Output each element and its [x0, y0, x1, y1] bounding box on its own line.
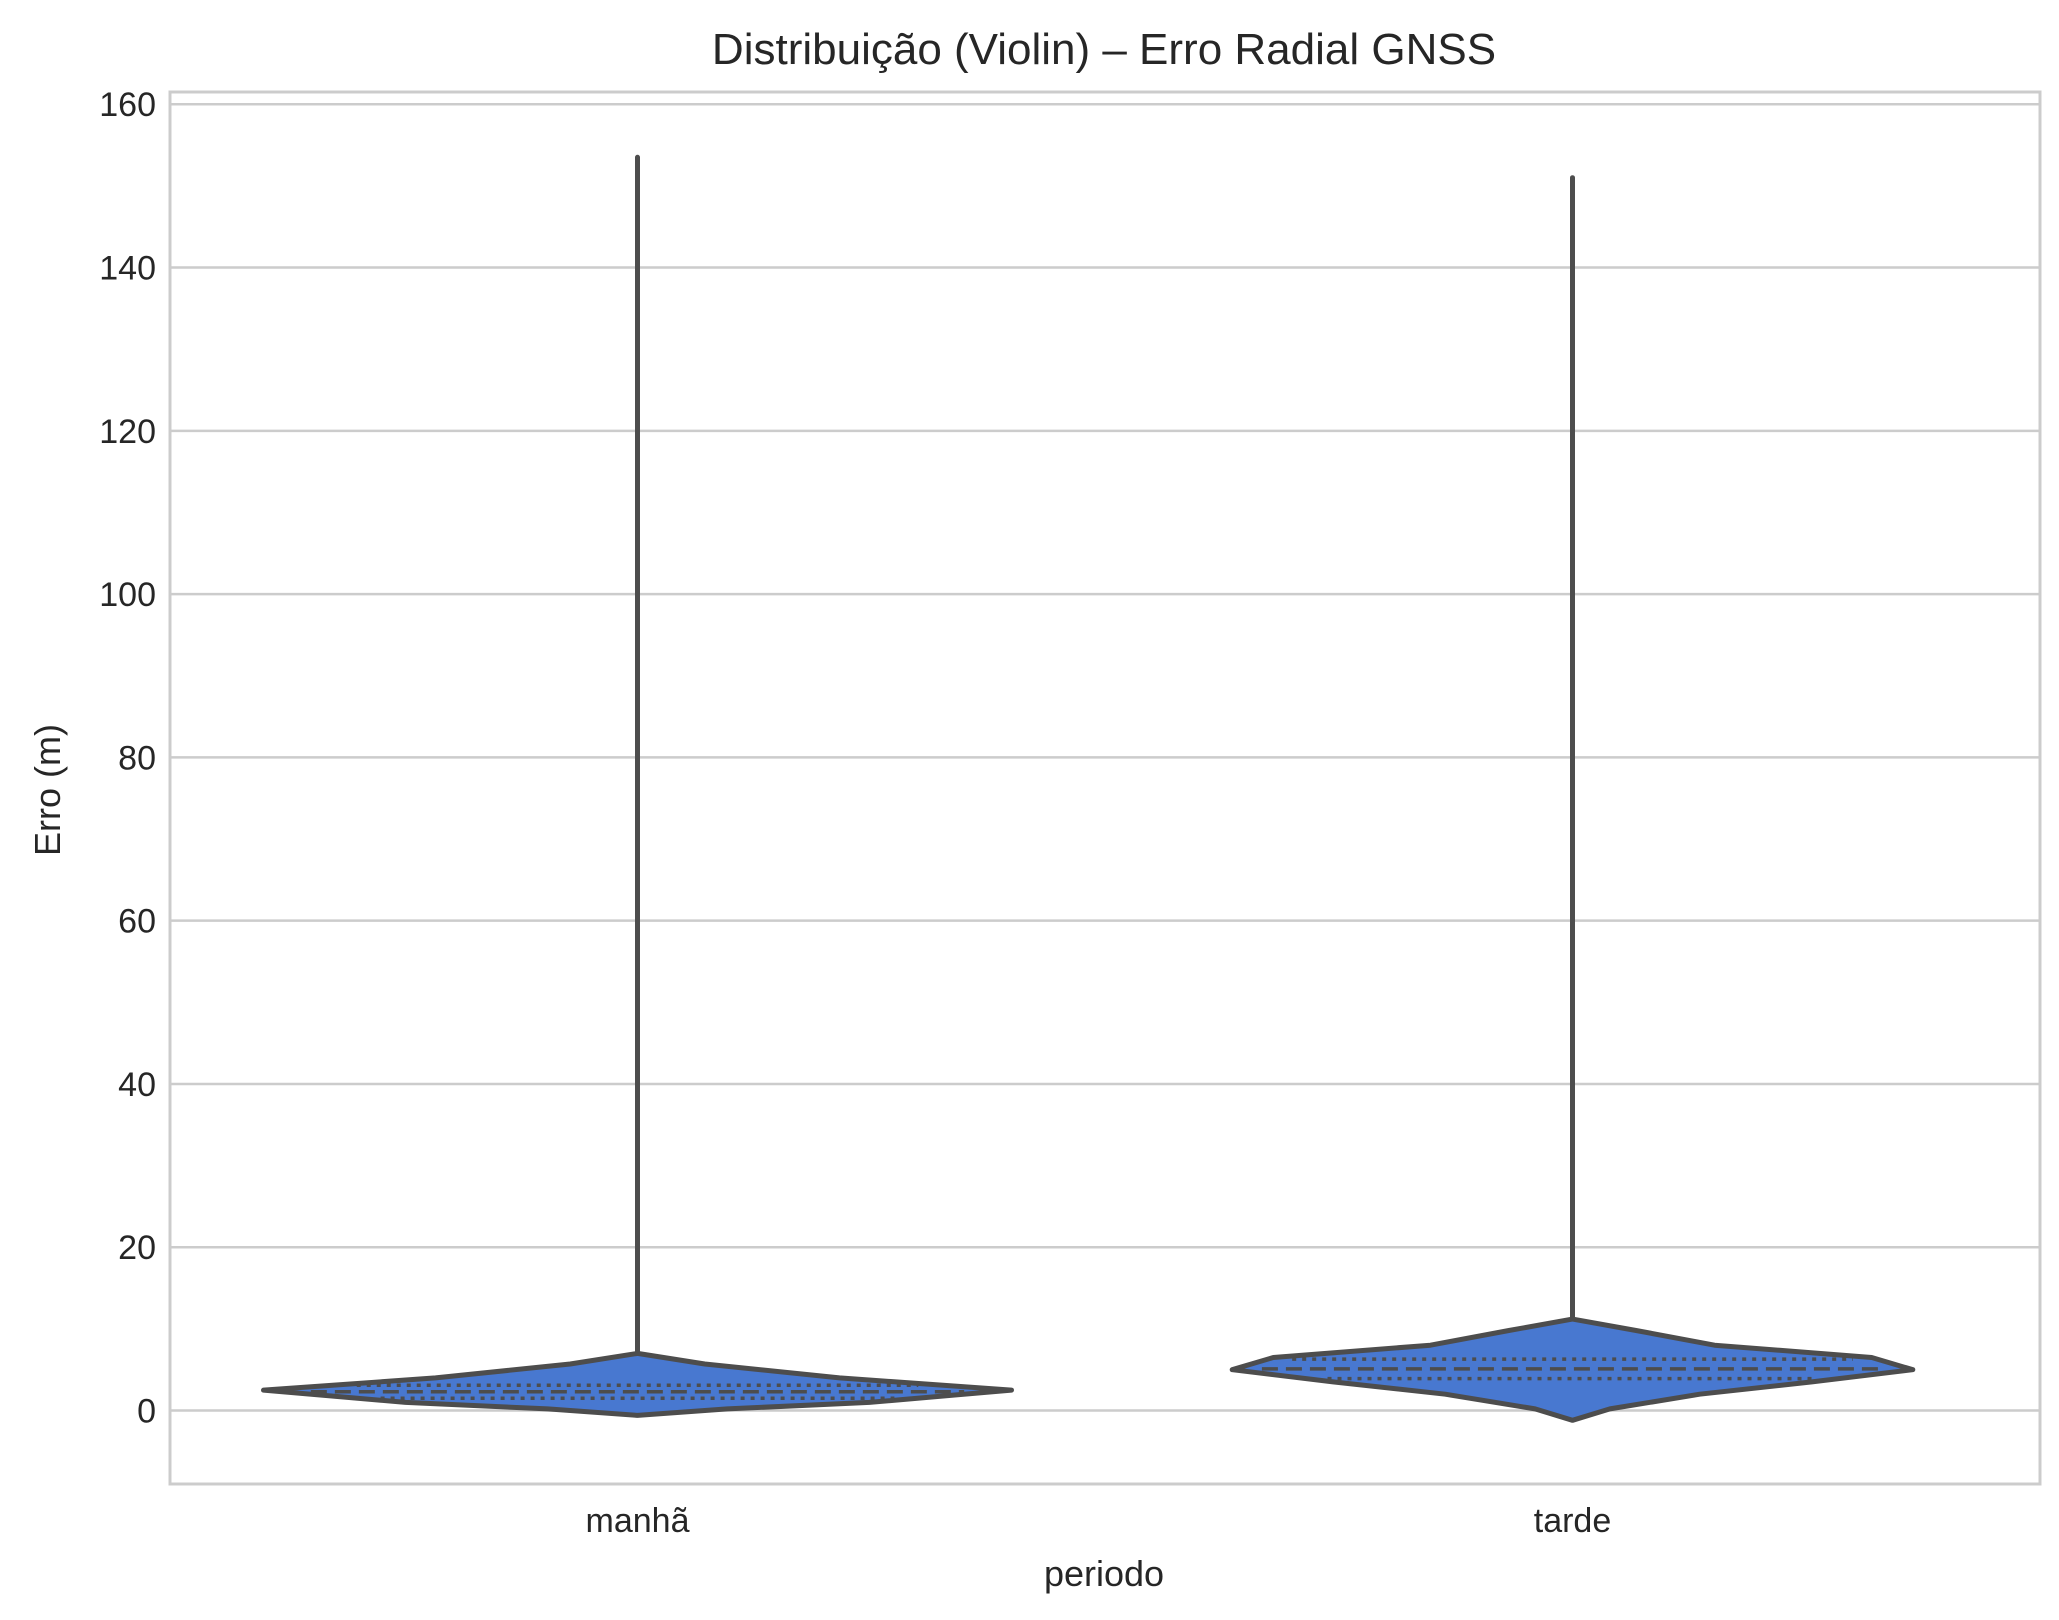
y-tick-label: 80: [118, 739, 156, 777]
violin-body: [1229, 175, 1916, 1423]
plot-frame: [168, 90, 2042, 1486]
violin-body: [261, 154, 1014, 1418]
x-tick-label: manhã: [586, 1502, 690, 1540]
chart-title: Distribuição (Violin) – Erro Radial GNSS: [712, 25, 1496, 74]
x-tick-label: tarde: [1534, 1502, 1612, 1540]
y-tick-label: 120: [99, 413, 156, 451]
y-tick-label: 60: [118, 903, 156, 941]
y-tick-label: 160: [99, 86, 156, 124]
y-tick-label: 140: [99, 250, 156, 288]
grid-lines: [170, 102, 2040, 1412]
violin-1: [261, 154, 1014, 1418]
y-axis-label: Erro (m): [27, 724, 68, 856]
y-tick-label: 100: [99, 576, 156, 614]
y-tick-label: 20: [118, 1229, 156, 1267]
tick-labels: 0 20 40 60 80 100 120 140 160 manhã tarde: [99, 86, 1611, 1540]
violins: [261, 154, 1916, 1423]
y-tick-label: 40: [118, 1066, 156, 1104]
violin-2: [1229, 175, 1916, 1423]
x-axis-label: periodo: [1044, 1553, 1164, 1594]
y-tick-label: 0: [137, 1393, 156, 1431]
